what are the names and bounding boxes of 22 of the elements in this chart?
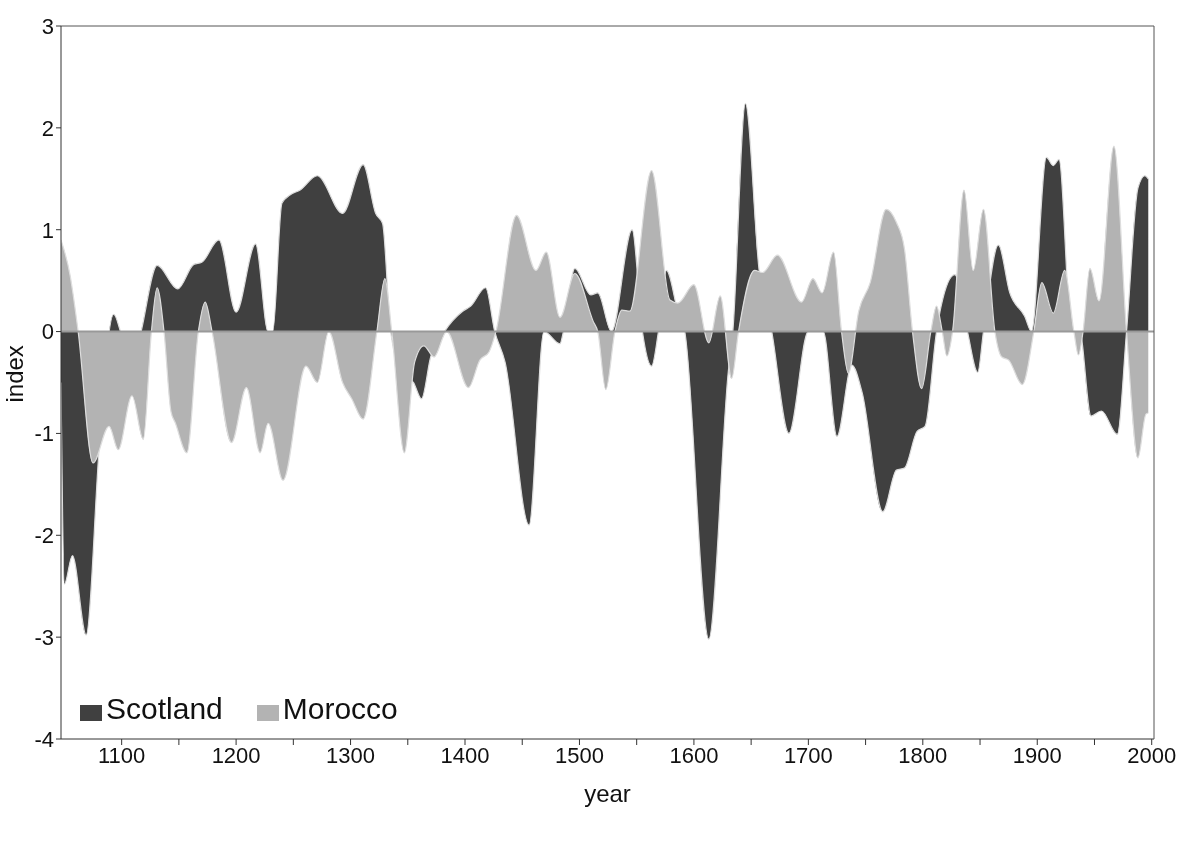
x-tick-label: 2000 [1127,742,1177,768]
y-tick-label: 3 [41,13,54,39]
x-tick-label: 1600 [669,742,719,768]
x-tick-label: 1800 [898,742,948,768]
x-tick-label: 1700 [783,742,833,768]
x-tick-label: 1500 [554,742,604,768]
y-tick-label: -4 [34,726,54,752]
y-tick-label: 2 [41,115,54,141]
x-axis-title: year [584,780,631,807]
y-tick-label: -1 [34,421,54,447]
x-tick-label: 1200 [211,742,261,768]
y-axis-title: index [0,345,28,403]
x-tick-label: 1900 [1012,742,1062,768]
legend-label: Morocco [282,692,398,726]
x-tick-label: 1400 [440,742,490,768]
legend-label: Scotland [106,692,223,726]
y-tick-label: 1 [41,217,54,243]
x-tick-label: 1100 [98,742,146,768]
y-tick-label: -3 [34,624,54,650]
y-tick-label: 0 [41,319,54,345]
y-tick-label: -2 [34,523,54,549]
x-tick-label: 1300 [326,742,376,768]
